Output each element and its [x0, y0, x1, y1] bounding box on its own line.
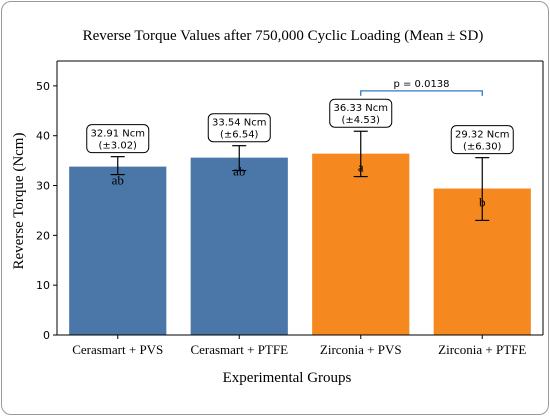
- value-label-sd: (±4.53): [342, 115, 381, 126]
- value-label-mean: 36.33 Ncm: [333, 103, 388, 114]
- y-axis-label: Reverse Torque (Ncm): [11, 133, 27, 270]
- group-letter: b: [479, 195, 486, 210]
- value-label-mean: 32.91 Ncm: [90, 129, 145, 140]
- y-tick-label: 50: [36, 80, 50, 93]
- x-tick-label: Cerasmart + PTFE: [190, 342, 288, 357]
- group-letter: a: [358, 160, 364, 175]
- y-tick-label: 0: [43, 329, 50, 342]
- value-label-sd: (±6.54): [220, 130, 259, 141]
- y-tick-label: 10: [36, 279, 50, 292]
- bar: [69, 166, 167, 335]
- x-tick-label: Zirconia + PTFE: [438, 342, 526, 357]
- significance-bracket: [360, 90, 483, 96]
- bar: [190, 157, 288, 335]
- x-tick-label: Zirconia + PVS: [320, 342, 402, 357]
- value-label-box: [207, 113, 271, 143]
- x-tick-label: Cerasmart + PVS: [72, 342, 163, 357]
- x-axis-label: Experimental Groups: [223, 370, 352, 386]
- value-label-sd: (±6.30): [463, 142, 502, 153]
- bar: [312, 153, 410, 335]
- value-label-box: [329, 98, 393, 128]
- y-tick-label: 40: [36, 130, 50, 143]
- y-tick-label: 30: [36, 180, 50, 193]
- value-label-box: [86, 124, 150, 154]
- value-label-mean: 29.32 Ncm: [455, 130, 510, 141]
- value-label-sd: (±3.02): [99, 141, 138, 152]
- y-tick-label: 20: [36, 229, 50, 242]
- plot-area: 0 10 20 30 40 50 Cerasmart + PVS Cerasmart + PT…: [36, 60, 544, 357]
- chart-title: Reverse Torque Values after 750,000 Cycl…: [83, 28, 484, 44]
- group-letter: ab: [233, 164, 245, 179]
- group-letter: ab: [112, 173, 124, 188]
- value-label-mean: 33.54 Ncm: [212, 118, 267, 129]
- significance-label: p = 0.0138: [393, 79, 449, 90]
- value-label-box: [450, 125, 514, 155]
